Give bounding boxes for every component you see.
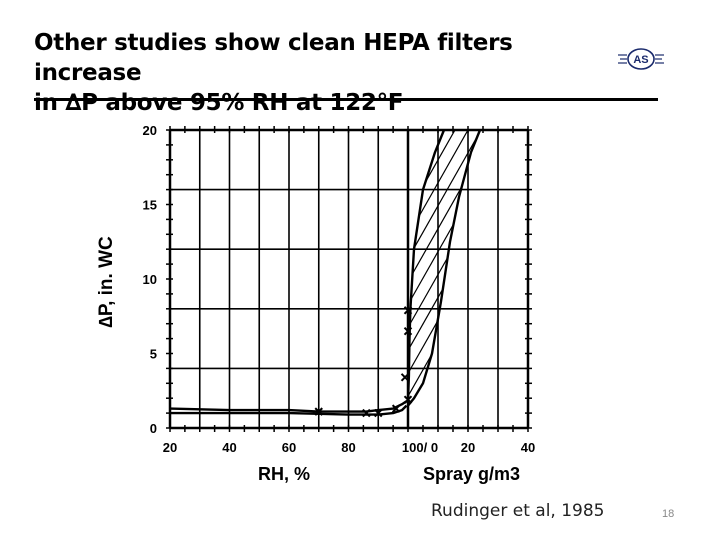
title-line-1: Other studies show clean HEPA filters in… [34,30,513,86]
x-tick-label-rh: 40 [222,440,236,455]
series-line [406,129,446,402]
hatch-line [454,130,480,406]
marker-stroke [403,395,413,404]
title-line-2: in ∆P above 95% RH at 122°F [34,90,404,116]
chart-markers [314,306,413,418]
x-tick-label-rh: 60 [282,440,296,455]
data-point-marker [403,395,413,404]
marker-stroke [314,407,323,416]
page-number: 18 [662,508,675,520]
y-tick-label: 10 [143,272,157,287]
x-tick-label-rh: 100/ 0 [402,440,438,455]
x-tick-label-spray: 20 [461,440,475,455]
hatch-line [559,40,720,428]
data-point-marker [400,373,410,382]
x-axis-title-rh: RH, % [258,464,310,484]
data-point-marker [374,408,383,418]
hatch-line [408,130,480,406]
hatch-line [408,130,480,406]
hatch-line [546,40,720,428]
hatch-lines [408,40,720,428]
hatch-line [520,40,720,428]
title-divider [34,98,658,101]
hatch-line [428,130,480,406]
hatch-line [408,130,480,406]
y-tick-label: 20 [143,123,157,138]
logo-text: AS [633,54,648,66]
marker-stroke [403,306,413,315]
hatch-line [598,40,720,428]
company-logo-icon: AS [618,48,664,70]
x-tick-label-spray: 40 [521,440,535,455]
series-line [170,404,408,416]
y-axis-title: ∆P, in. WC [96,236,117,328]
hatch-line [408,130,468,406]
chart-labels: 0 5 10 15 20 20 40 60 80 100/ 0 20 40 ∆P, in. WC RH, … [96,123,535,484]
hatch-line [408,130,480,406]
hatch-line [441,130,480,406]
y-tick-label: 15 [143,198,157,213]
data-point-marker [403,306,413,315]
chart-series [169,129,482,416]
hatch-line [408,130,480,406]
hatch-line [481,40,701,428]
hatch-line [467,130,480,406]
hatch-line [507,40,720,428]
slide-title: Other studies show clean HEPA filters in… [34,28,614,118]
data-point-marker [314,407,323,416]
hatch-line [408,130,480,406]
y-tick-label: 5 [150,347,157,362]
x-tick-label-rh: 80 [341,440,355,455]
hatch-line [408,130,480,406]
hatch-line [408,130,480,406]
x-tick-label-rh: 20 [163,440,177,455]
data-point-marker [362,408,371,418]
chart-grid [166,126,532,432]
marker-stroke [403,326,413,336]
data-point-marker [403,326,413,336]
data-point-marker [391,404,401,413]
hatch-line [585,40,720,428]
marker-stroke [400,373,410,382]
hatch-line [408,130,480,406]
hatch-line [572,40,720,428]
hatch-line [408,130,455,406]
chart-hatch-region [408,40,720,428]
marker-stroke [374,408,383,418]
x-axis-title-spray: Spray g/m3 [423,464,520,484]
marker-stroke [391,404,401,413]
citation: Rudinger et al, 1985 [431,501,605,521]
hatch-line [533,40,720,428]
hatch-line [408,130,480,406]
marker-stroke [362,408,371,418]
series-line [407,129,482,407]
y-tick-label: 0 [150,421,157,436]
